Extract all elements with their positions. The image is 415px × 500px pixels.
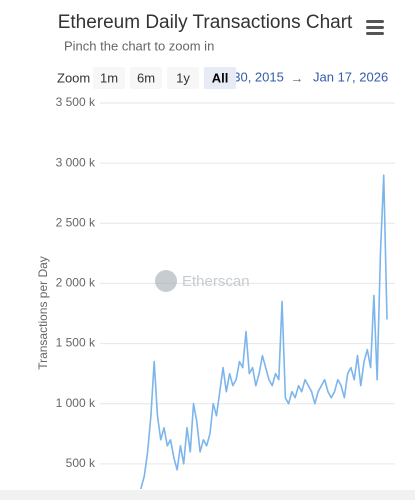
y-tick-label: 3 000 k — [56, 155, 96, 169]
watermark-text: Etherscan — [182, 273, 250, 290]
zoom-button-label: 6m — [137, 70, 155, 85]
chart-subtitle: Pinch the chart to zoom in — [64, 38, 214, 53]
menu-button[interactable] — [366, 20, 384, 35]
zoom-label: Zoom — [57, 70, 90, 85]
y-tick-label: 3 500 k — [56, 95, 96, 109]
zoom-button[interactable]: 1m — [93, 67, 125, 89]
zoom-button-label: 1m — [100, 70, 118, 85]
range-arrow: → — [291, 70, 304, 85]
watermark-icon — [155, 270, 177, 292]
zoom-button-bg — [93, 67, 125, 89]
y-tick-label: 1 000 k — [56, 396, 96, 410]
zoom-button-label: 1y — [176, 70, 190, 85]
menu-bar — [366, 20, 384, 23]
zoom-button-label: All — [212, 70, 229, 85]
zoom-button-bg — [167, 67, 199, 89]
menu-bar — [366, 26, 384, 29]
data-line — [139, 174, 388, 489]
zoom-button[interactable]: 6m — [130, 67, 162, 89]
y-tick-label: 2 500 k — [56, 215, 96, 229]
menu-bar — [366, 32, 384, 35]
chart-title: Ethereum Daily Transactions Chart — [58, 12, 353, 33]
zoom-button[interactable]: All — [204, 67, 236, 89]
y-tick-label: 1 500 k — [56, 336, 96, 350]
zoom-button[interactable]: 1y — [167, 67, 199, 89]
watermark: Etherscan — [155, 270, 250, 292]
range-to[interactable]: Jan 17, 2026 — [313, 69, 388, 84]
bottom-bar — [0, 490, 415, 500]
zoom-button-bg — [130, 67, 162, 89]
zoom-button-bg — [204, 67, 236, 89]
y-axis-label: Transactions per Day — [36, 256, 50, 370]
y-tick-label: 2 000 k — [56, 276, 96, 290]
y-tick-label: 500 k — [66, 456, 96, 470]
